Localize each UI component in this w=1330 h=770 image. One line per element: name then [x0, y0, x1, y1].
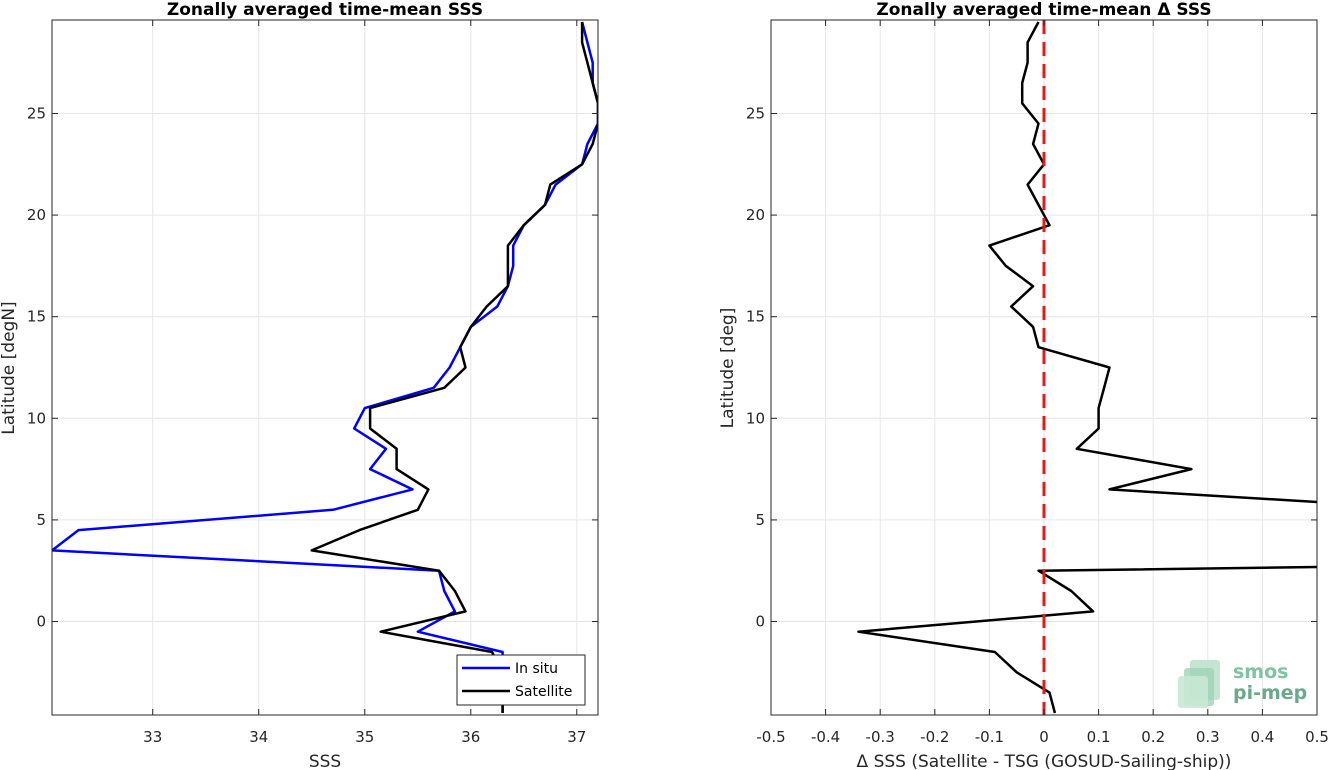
legend-box: [456, 654, 586, 706]
logo-text-line1: smos: [1233, 661, 1288, 683]
left-x-tick-label: 36: [461, 728, 480, 746]
right-x-axis-label: Δ SSS (Satellite - TSG (GOSUD-Sailing-sh…: [857, 752, 1232, 770]
right-x-tick-label: -0.3: [866, 728, 895, 746]
left-axes-box: [51, 19, 599, 716]
left-x-tick-label: 35: [355, 728, 374, 746]
right-x-tick-label: 0.5: [1305, 728, 1329, 746]
right-y-tick-label: 25: [746, 104, 765, 122]
smos-pi-mep-logo: smos pi-mep: [1178, 660, 1307, 708]
right-x-tick-label: 0.3: [1196, 728, 1220, 746]
right-y-axis-label: Latitude [deg]: [718, 308, 738, 429]
right-chart-title: Zonally averaged time-mean Δ SSS: [876, 0, 1211, 20]
right-y-tick-label: 20: [746, 206, 765, 224]
right-chart: -0.5 -0.4 -0.3 -0.2 -0.1 0 0.1 0.2 0.3 0.4 0.5 0 5 10…: [718, 0, 1329, 770]
logo-waves-icon: [1178, 660, 1220, 708]
left-series-line-in-situ: [52, 21, 598, 713]
left-ticks: 33 34 35 36 37 0 5 10 15 20 25: [27, 20, 598, 746]
left-grid: [52, 20, 598, 715]
left-x-tick-label: 37: [567, 728, 586, 746]
right-x-tick-label: 0.1: [1087, 728, 1111, 746]
legend[interactable]: In situ Satellite: [456, 654, 586, 706]
left-y-tick-label: 10: [27, 409, 46, 427]
left-x-tick-label: 33: [143, 728, 162, 746]
right-series-group: [857, 20, 1317, 715]
right-series-line-delta-sss: [857, 21, 1317, 714]
right-x-tick-label: 0: [1039, 728, 1049, 746]
left-x-axis-label: SSS: [309, 752, 341, 770]
left-chart-title: Zonally averaged time-mean SSS: [167, 0, 483, 20]
left-series-line-satellite: [310, 22, 598, 713]
logo-text-line2: pi-mep: [1233, 682, 1307, 704]
left-chart: 33 34 35 36 37 0 5 10 15 20 25 Zonally averaged ti…: [0, 0, 599, 770]
left-series-group: [52, 21, 598, 713]
left-y-tick-label: 20: [27, 206, 46, 224]
legend-label-in-situ: In situ: [515, 661, 558, 677]
left-y-tick-label: 15: [27, 308, 46, 326]
left-y-axis-label: Latitude [degN]: [0, 301, 19, 434]
left-x-tick-label: 34: [249, 728, 268, 746]
right-x-tick-label: -0.2: [920, 728, 949, 746]
right-y-tick-label: 0: [755, 613, 765, 631]
right-x-tick-label: -0.5: [756, 728, 785, 746]
left-plot-area: [52, 20, 598, 715]
right-ticks: -0.5 -0.4 -0.3 -0.2 -0.1 0 0.1 0.2 0.3 0.4 0.5 0 5 10…: [746, 20, 1329, 746]
left-y-tick-label: 5: [36, 511, 46, 529]
left-y-tick-label: 25: [27, 104, 46, 122]
left-y-tick-label: 0: [36, 613, 46, 631]
right-x-tick-label: 0.2: [1141, 728, 1165, 746]
right-x-tick-label: -0.1: [975, 728, 1004, 746]
right-y-tick-label: 15: [746, 308, 765, 326]
right-x-tick-label: 0.4: [1250, 728, 1274, 746]
right-x-tick-label: -0.4: [811, 728, 840, 746]
legend-label-satellite: Satellite: [515, 684, 572, 700]
right-y-tick-label: 5: [755, 511, 765, 529]
right-y-tick-label: 10: [746, 409, 765, 427]
